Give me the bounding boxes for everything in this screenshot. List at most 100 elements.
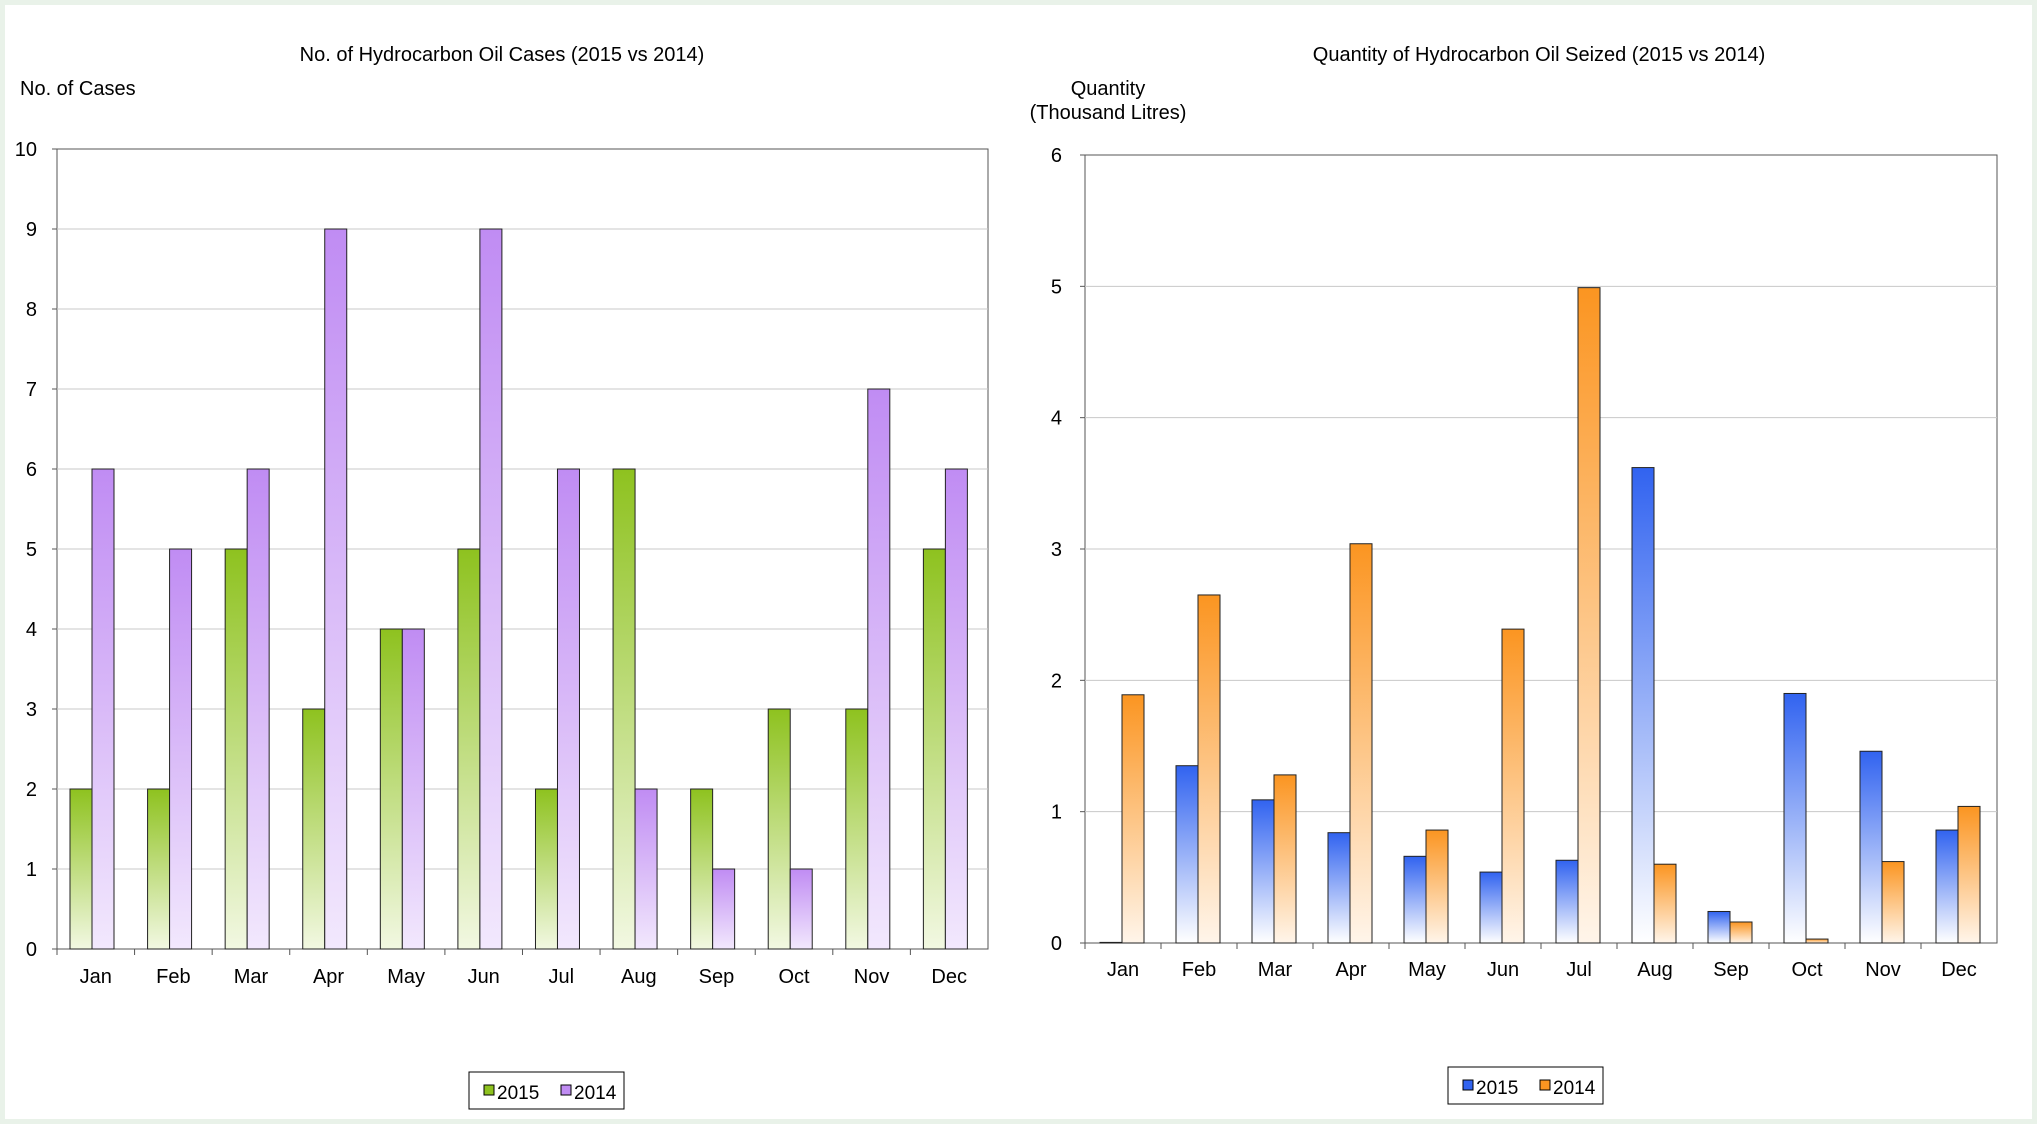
chart1-y-tick-label: 9 (26, 219, 37, 241)
chart1-legend-swatch-2015 (483, 1084, 495, 1096)
chart2-x-tick-label: Apr (1335, 959, 1366, 981)
chart1-bar-2015-sep (690, 788, 714, 950)
chart1-x-tick-label: Jan (80, 966, 112, 988)
chart1-y-tick-label: 7 (26, 379, 37, 401)
chart1-plot: 0 1 2 3 4 5 6 7 8 9 10 Jan Feb Mar Apr May Jun Jul Aug Sep O… (15, 139, 989, 988)
chart1-y-tick-label: 5 (26, 539, 37, 561)
chart2-bar-2014-jun (1501, 628, 1525, 944)
chart2-x-tick-label: Mar (1258, 959, 1293, 981)
chart1-legend-box (468, 1071, 625, 1110)
chart2-y-tick-label: 1 (1051, 802, 1062, 824)
chart2-bar-2014-jan (1121, 694, 1145, 944)
chart2-bar-2015-nov (1859, 750, 1883, 944)
chart2-bar-2014-sep (1729, 921, 1753, 944)
chart1-x-tick-label: Apr (313, 966, 344, 988)
chart2-title: Quantity of Hydrocarbon Oil Seized (2015… (1313, 44, 1765, 66)
chart1-bar-2014-aug (634, 788, 658, 950)
chart2-bar-2014-mar (1273, 774, 1297, 944)
chart2-bar-2015-may (1403, 855, 1427, 944)
chart1-bar-2015-jun (457, 548, 481, 950)
chart1-x-tick-label: Mar (234, 966, 269, 988)
chart2-y-tick-label: 3 (1051, 539, 1062, 561)
chart2-y-tick-label: 4 (1051, 408, 1062, 430)
chart1-bar-2014-apr (324, 228, 348, 950)
chart2-x-tick-label: Dec (1941, 959, 1977, 981)
chart2-x-tick-label: Sep (1713, 959, 1749, 981)
chart1-y-tick-label: 6 (26, 459, 37, 481)
chart1-x-tick-label: May (387, 966, 425, 988)
chart1-x-tick-label: Aug (621, 966, 657, 988)
chart2-bar-2015-jan (1099, 941, 1123, 944)
chart2-x-tick-label: Feb (1182, 959, 1216, 981)
chart1-y-tick-label: 8 (26, 299, 37, 321)
chart2-x-tick-label: Nov (1865, 959, 1901, 981)
chart2-x-tick-label: Aug (1637, 959, 1673, 981)
chart1-x-tick-label: Feb (156, 966, 190, 988)
chart2-y-axis-label-line2: (Thousand Litres) (1030, 102, 1187, 124)
chart1-bar-2015-dec (922, 548, 946, 950)
chart1-bar-2014-mar (246, 468, 270, 950)
chart2-bar-2015-jul (1555, 859, 1579, 944)
chart1-bar-2015-nov (845, 708, 869, 950)
chart2-bar-2014-apr (1349, 543, 1373, 944)
chart1-bar-2015-apr (302, 708, 326, 950)
chart1-bar-2014-jan (91, 468, 115, 950)
chart2-x-tick-label: Oct (1791, 959, 1823, 981)
chart2-legend-swatch-2014 (1539, 1079, 1551, 1091)
chart2-bar-2014-oct (1805, 938, 1829, 944)
chart2-x-tick-label: Jan (1107, 959, 1139, 981)
chart2-bar-2014-jul (1577, 287, 1601, 944)
chart1-x-tick-label: Jul (548, 966, 574, 988)
chart1-bar-2014-nov (867, 388, 891, 950)
chart2-y-tick-label: 2 (1051, 670, 1062, 692)
chart1-bar-2015-jul (534, 788, 558, 950)
chart1-bar-2015-may (379, 628, 403, 950)
chart1-legend: 2015 2014 (468, 1071, 625, 1110)
chart2-legend-swatch-2015 (1462, 1079, 1474, 1091)
chart2-bar-2014-feb (1197, 594, 1221, 944)
chart1-title: No. of Hydrocarbon Oil Cases (2015 vs 20… (300, 44, 705, 66)
chart1-y-tick-label: 10 (15, 139, 37, 161)
chart1-x-tick-label: Oct (778, 966, 810, 988)
chart2-x-tick-label: Jul (1566, 959, 1592, 981)
chart2-bar-2015-aug (1631, 467, 1655, 944)
chart2-legend-box (1447, 1066, 1604, 1105)
chart1-legend-label-2014: 2014 (574, 1083, 617, 1104)
chart1-bar-2015-feb (147, 788, 171, 950)
chart2-y-axis-label-line1: Quantity (1071, 78, 1145, 100)
chart1-bar-2015-oct (767, 708, 791, 950)
chart1-x-tick-label: Jun (468, 966, 500, 988)
chart1-bar-2015-mar (224, 548, 248, 950)
chart2-bar-2015-mar (1251, 799, 1275, 944)
chart2-bar-2014-nov (1881, 861, 1905, 944)
chart2-bar-2015-dec (1935, 829, 1959, 944)
charts-svg: No. of Hydrocarbon Oil Cases (2015 vs 20… (15, 44, 1998, 1110)
chart2-bar-2014-dec (1957, 805, 1981, 944)
chart1-legend-swatch-2014 (560, 1084, 572, 1096)
chart1-x-tick-label: Dec (931, 966, 967, 988)
chart1-x-tick-label: Sep (699, 966, 735, 988)
chart2-bar-2015-apr (1327, 832, 1351, 944)
chart1-legend-label-2015: 2015 (497, 1083, 539, 1104)
chart2-x-tick-label: May (1408, 959, 1446, 981)
chart1-y-tick-label: 4 (26, 619, 37, 641)
chart2-x-tick-label: Jun (1487, 959, 1519, 981)
chart1-bar-2014-may (401, 628, 425, 950)
chart1-bar-2014-sep (712, 868, 736, 950)
chart2-bar-2014-aug (1653, 863, 1677, 944)
chart2-bar-2015-jun (1479, 871, 1503, 944)
chart2-legend-label-2015: 2015 (1476, 1078, 1518, 1099)
chart1-bar-2014-jul (556, 468, 580, 950)
chart2-y-tick-label: 6 (1051, 145, 1062, 167)
chart1-y-tick-label: 2 (26, 779, 37, 801)
chart1-bar-2014-feb (169, 548, 193, 950)
chart2-bar-2015-sep (1707, 910, 1731, 944)
chart2-y-tick-label: 5 (1051, 276, 1062, 298)
chart2-bar-2014-may (1425, 829, 1449, 944)
chart2-bar-2015-feb (1175, 765, 1199, 944)
chart2-plot: 0 1 2 3 4 5 6 Jan Feb Mar Apr May Jun Jul Aug Sep Oct Nov… (1051, 145, 1998, 981)
chart1-bar-2014-oct (789, 868, 813, 950)
chart1-y-axis-label: No. of Cases (20, 78, 136, 100)
chart2-y-tick-label: 0 (1051, 933, 1062, 955)
chart2-bar-2015-oct (1783, 692, 1807, 944)
